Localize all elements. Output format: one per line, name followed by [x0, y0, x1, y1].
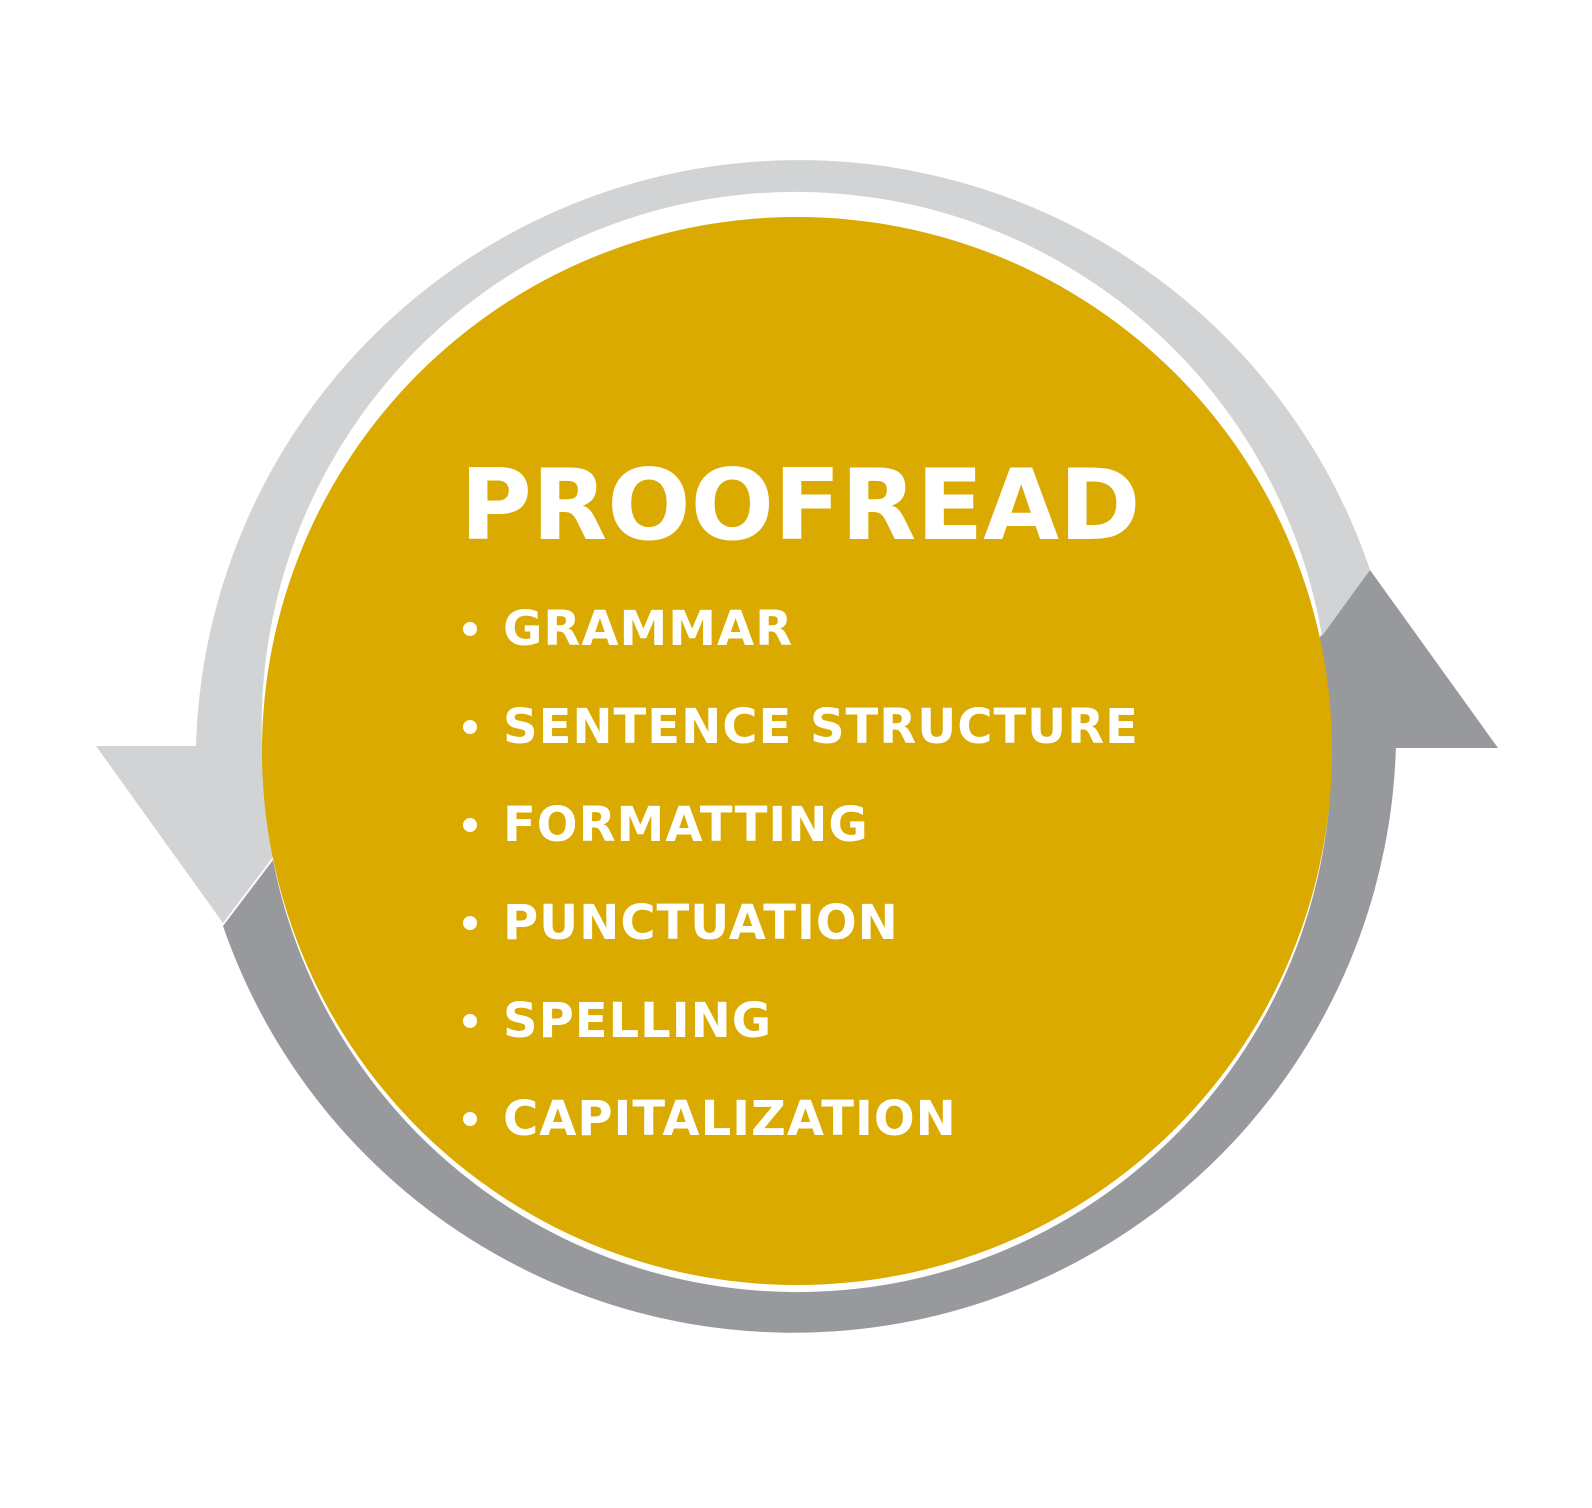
- list-item: GRAMMAR: [460, 580, 1260, 678]
- center-circle: [262, 217, 1332, 1285]
- bullet-icon: [463, 622, 477, 636]
- list-item-label: CAPITALIZATION: [503, 1091, 957, 1147]
- list-item: PUNCTUATION: [460, 874, 1260, 972]
- list-item-label: SENTENCE STRUCTURE: [503, 699, 1139, 755]
- bullet-icon: [463, 818, 477, 832]
- list-item-label: PUNCTUATION: [503, 895, 899, 951]
- diagram-title: PROOFREAD: [460, 449, 1141, 563]
- list-item: FORMATTING: [460, 776, 1260, 874]
- bullet-icon: [463, 1112, 477, 1126]
- list-item-label: SPELLING: [503, 993, 773, 1049]
- bullet-icon: [463, 1014, 477, 1028]
- bullet-icon: [463, 916, 477, 930]
- proofread-panel: PROOFREAD GRAMMAR SENTENCE STRUCTURE FOR…: [460, 452, 1260, 1168]
- list-item: SENTENCE STRUCTURE: [460, 678, 1260, 776]
- list-item: SPELLING: [460, 972, 1260, 1070]
- list-item: CAPITALIZATION: [460, 1070, 1260, 1168]
- list-item-label: FORMATTING: [503, 797, 869, 853]
- bullet-icon: [463, 720, 477, 734]
- list-item-label: GRAMMAR: [503, 601, 794, 657]
- checklist: GRAMMAR SENTENCE STRUCTURE FORMATTING PU…: [460, 580, 1260, 1168]
